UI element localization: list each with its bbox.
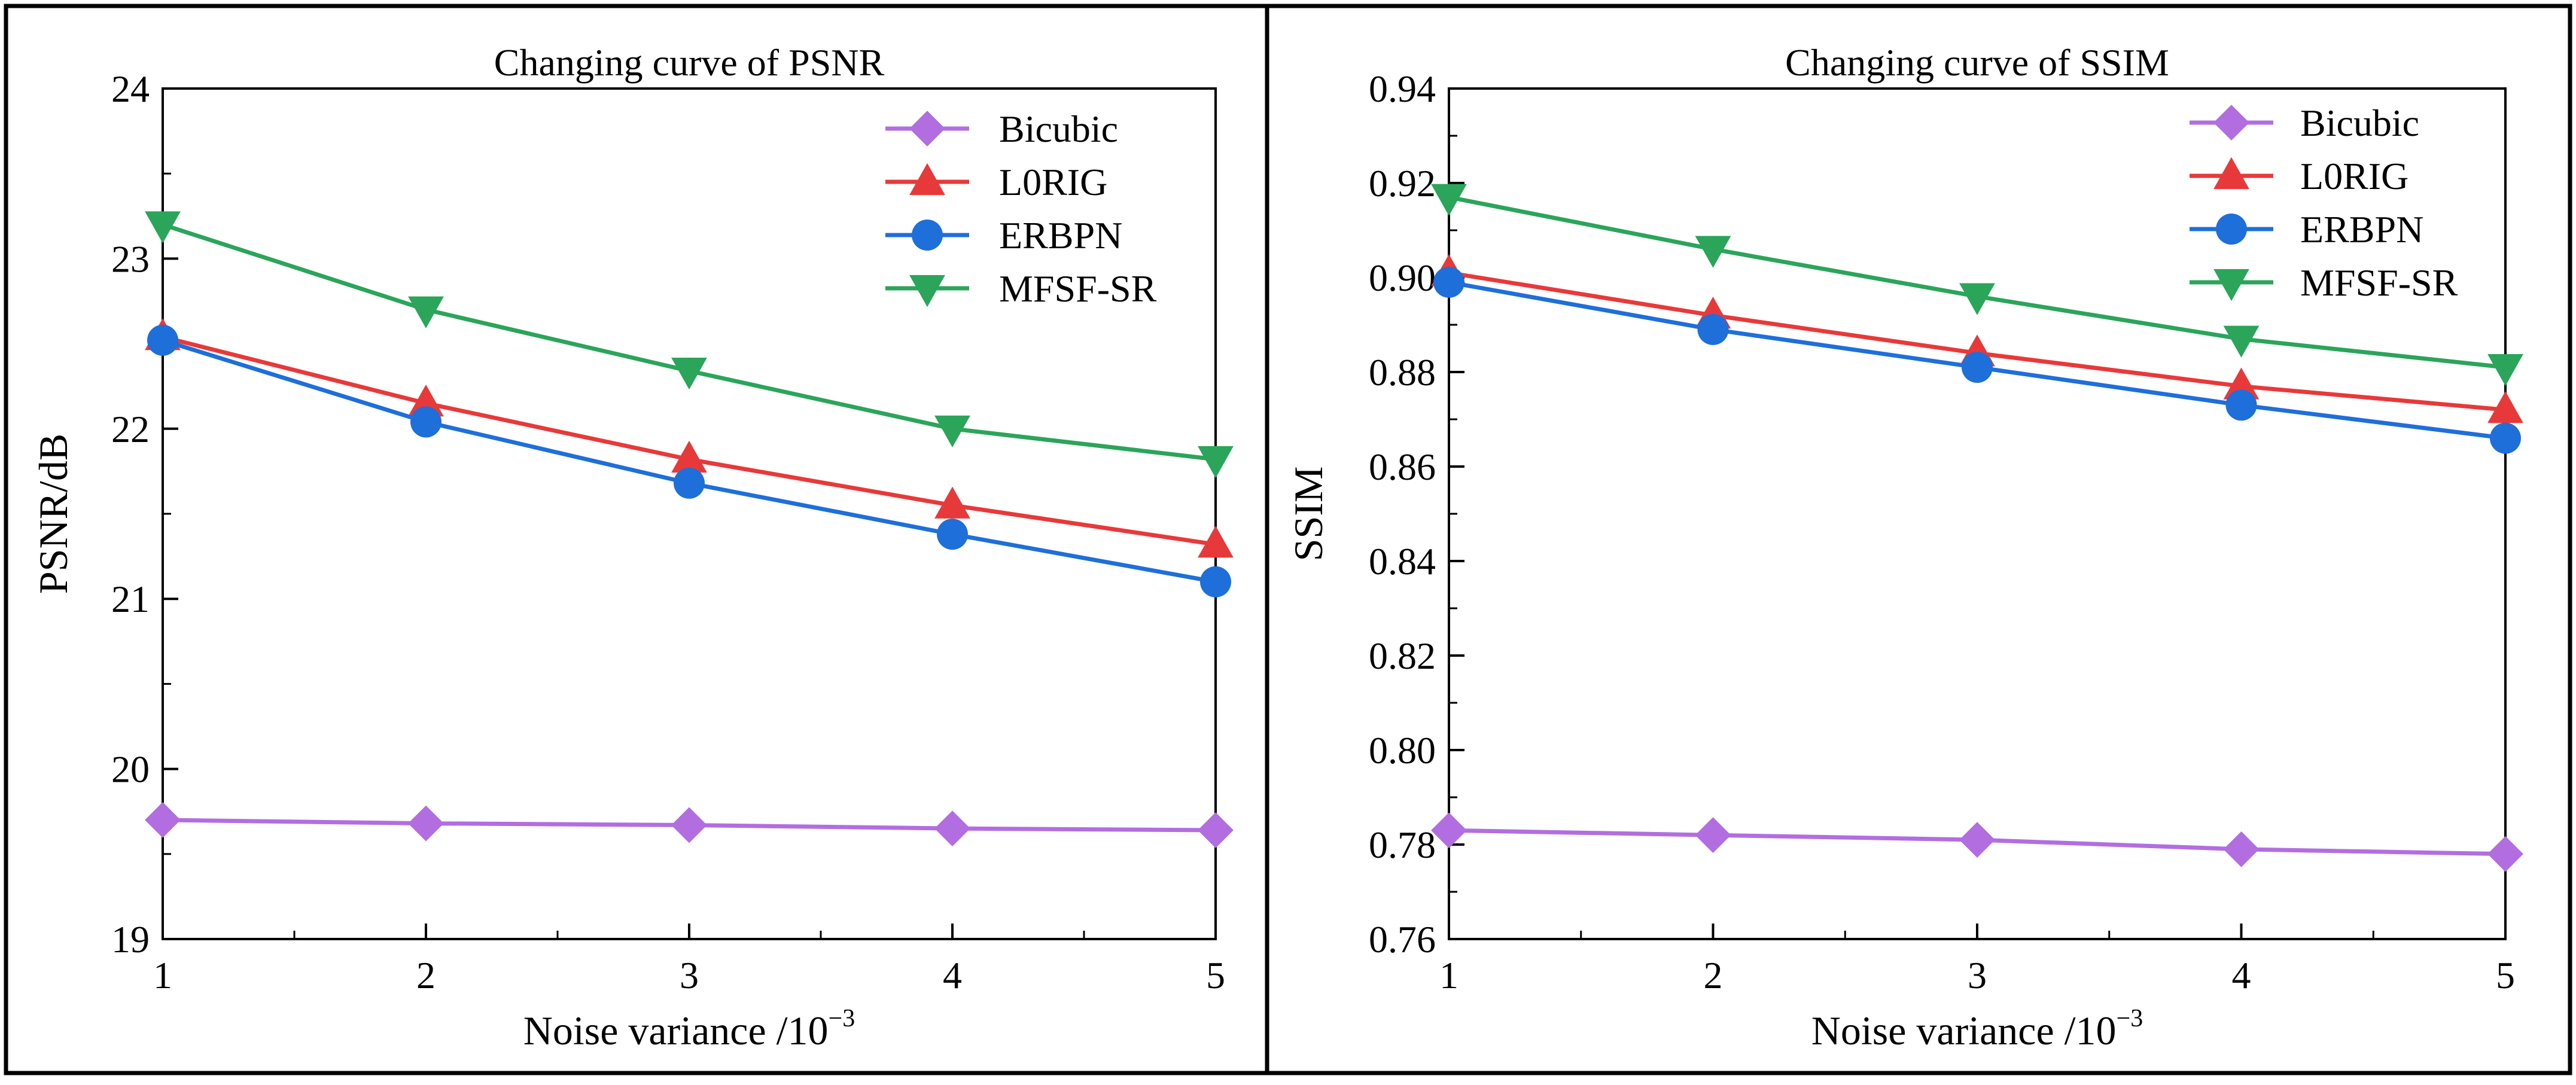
legend-label-mfsf-sr-ssim: MFSF-SR <box>2300 261 2458 304</box>
legend-marker-mfsf-sr-psnr <box>909 275 945 307</box>
legend-marker-erbpn-psnr <box>912 220 943 251</box>
x-axis-label-text: Noise variance /10 <box>523 1008 829 1053</box>
data-point-erbpn-psnr <box>1200 566 1231 598</box>
data-point-l0rig-psnr <box>408 384 444 417</box>
data-point-erbpn-ssim <box>1697 313 1729 345</box>
x-axis-label-exponent: −3 <box>829 1005 855 1032</box>
data-point-bicubic-psnr <box>934 810 970 847</box>
data-point-erbpn-ssim <box>2225 389 2257 421</box>
data-point-mfsf-sr-psnr <box>145 211 181 243</box>
legend-label-erbpn-ssim: ERBPN <box>2300 208 2423 251</box>
data-point-l0rig-psnr <box>1198 525 1234 558</box>
y-tick-label-ssim: 0.82 <box>1369 635 1436 677</box>
data-point-bicubic-ssim <box>2487 836 2523 872</box>
data-point-mfsf-sr-ssim <box>1695 236 1731 268</box>
data-point-bicubic-psnr <box>145 802 181 838</box>
data-point-bicubic-ssim <box>1695 817 1731 854</box>
legend-marker-mfsf-sr-ssim <box>2213 269 2249 301</box>
chart-title-ssim: Changing curve of SSIM <box>1785 41 2169 84</box>
x-axis-label-psnr: Noise variance /10−3 <box>523 1005 855 1053</box>
data-point-erbpn-psnr <box>674 467 705 499</box>
y-tick-label-ssim: 0.86 <box>1369 446 1436 488</box>
data-point-bicubic-ssim <box>1959 822 1995 858</box>
y-axis-label-psnr: PSNR/dB <box>31 434 76 594</box>
y-tick-label-psnr: 21 <box>111 578 150 620</box>
x-axis-label-exponent: −3 <box>2117 1005 2143 1032</box>
chart-panel-ssim: Changing curve of SSIM 1 2 3 4 5 0.76 0.78 0.80 0… <box>1286 41 2523 1053</box>
y-tick-label-ssim: 0.90 <box>1369 257 1436 299</box>
data-point-erbpn-psnr <box>147 324 178 356</box>
legend-label-bicubic-psnr: Bicubic <box>999 108 1118 150</box>
data-point-bicubic-ssim <box>2223 831 2260 867</box>
data-point-erbpn-ssim <box>2490 422 2521 454</box>
data-point-l0rig-ssim <box>2223 367 2260 400</box>
data-point-bicubic-ssim <box>1431 812 1467 849</box>
data-point-bicubic-psnr <box>671 807 707 843</box>
legend-label-erbpn-psnr: ERBPN <box>999 214 1122 257</box>
data-point-erbpn-ssim <box>1433 266 1464 298</box>
legend-label-l0rig-psnr: L0RIG <box>999 161 1107 203</box>
x-tick-label-ssim: 4 <box>2232 954 2251 996</box>
data-point-erbpn-psnr <box>410 406 441 438</box>
data-point-mfsf-sr-ssim <box>1431 184 1467 216</box>
data-point-mfsf-sr-ssim <box>1959 283 1995 315</box>
figure-frame-left <box>4 4 1269 1075</box>
data-point-bicubic-psnr <box>1198 812 1234 848</box>
legend-marker-bicubic-ssim <box>2213 105 2249 141</box>
y-tick-label-ssim: 0.92 <box>1369 162 1436 205</box>
x-tick-label-ssim: 5 <box>2496 954 2515 996</box>
y-tick-label-ssim: 0.88 <box>1369 351 1436 394</box>
data-point-mfsf-sr-psnr <box>1198 446 1234 479</box>
y-tick-label-ssim: 0.78 <box>1369 824 1436 866</box>
data-point-bicubic-psnr <box>408 805 444 842</box>
data-point-l0rig-ssim <box>2487 391 2523 423</box>
x-tick-label-ssim: 2 <box>1704 954 1723 996</box>
y-tick-label-ssim: 0.84 <box>1369 540 1436 583</box>
legend-marker-bicubic-psnr <box>909 111 945 147</box>
chart-title-psnr: Changing curve of PSNR <box>494 41 885 84</box>
x-tick-label-ssim: 1 <box>1439 954 1458 996</box>
data-point-erbpn-ssim <box>1962 352 1993 383</box>
x-tick-label-psnr: 5 <box>1206 954 1225 996</box>
x-tick-label-psnr: 1 <box>153 954 172 996</box>
y-axis-label-ssim: SSIM <box>1286 467 1331 562</box>
data-point-mfsf-sr-ssim <box>2223 325 2260 358</box>
data-point-mfsf-sr-ssim <box>2487 354 2523 386</box>
data-point-mfsf-sr-psnr <box>408 296 444 328</box>
legend-label-l0rig-ssim: L0RIG <box>2300 155 2408 197</box>
y-tick-label-ssim: 0.76 <box>1369 918 1436 961</box>
x-axis-label-ssim: Noise variance /10−3 <box>1811 1005 2143 1053</box>
data-point-mfsf-sr-psnr <box>934 415 970 447</box>
y-tick-label-psnr: 20 <box>111 748 150 791</box>
y-tick-label-psnr: 24 <box>111 68 150 110</box>
y-tick-label-ssim: 0.80 <box>1369 729 1436 772</box>
y-tick-label-psnr: 19 <box>111 918 150 961</box>
figure-frame-right <box>1265 4 2572 1075</box>
data-point-l0rig-psnr <box>934 486 970 519</box>
legend-marker-erbpn-ssim <box>2216 214 2247 245</box>
y-tick-label-psnr: 23 <box>111 237 150 280</box>
legend-marker-l0rig-psnr <box>909 163 945 196</box>
legend-label-bicubic-ssim: Bicubic <box>2300 102 2419 144</box>
legend-marker-l0rig-ssim <box>2213 157 2249 190</box>
legend-label-mfsf-sr-psnr: MFSF-SR <box>999 267 1157 310</box>
x-tick-label-ssim: 3 <box>1968 954 1987 996</box>
y-tick-label-ssim: 0.94 <box>1369 68 1436 110</box>
data-point-mfsf-sr-psnr <box>671 358 707 390</box>
x-tick-label-psnr: 3 <box>680 954 699 996</box>
data-point-erbpn-psnr <box>937 519 968 550</box>
x-axis-label-text: Noise variance /10 <box>1811 1008 2117 1053</box>
x-tick-label-psnr: 2 <box>416 954 436 996</box>
x-tick-label-psnr: 4 <box>943 954 962 996</box>
y-tick-label-psnr: 22 <box>111 408 150 450</box>
data-point-l0rig-psnr <box>671 440 707 473</box>
